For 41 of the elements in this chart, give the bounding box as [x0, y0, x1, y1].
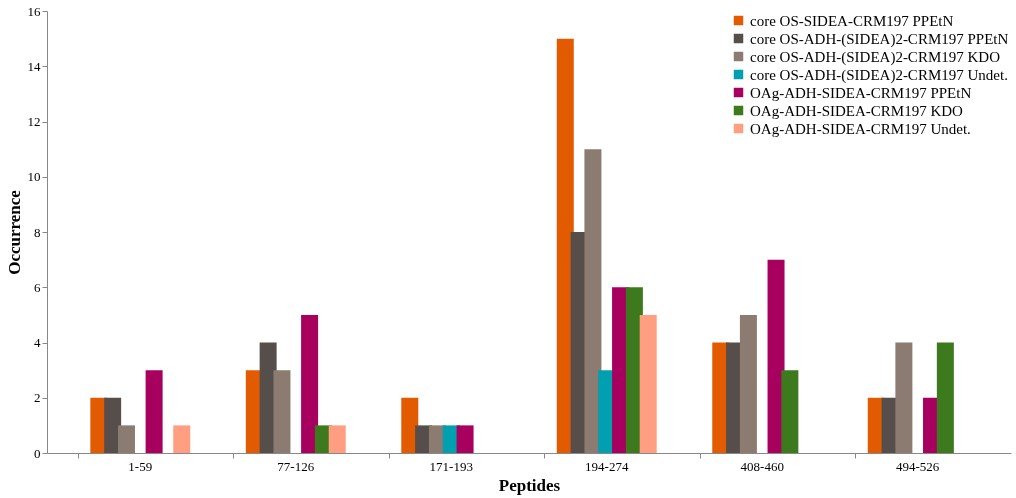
x-tick-label: 77-126 [277, 458, 315, 474]
bar [584, 149, 602, 453]
legend-label: OAg-ADH-SIDEA-CRM197 KDO [750, 102, 964, 119]
bar [895, 342, 913, 453]
x-tick-label: 494-526 [896, 458, 940, 474]
bar [639, 314, 657, 453]
bar [301, 314, 319, 453]
bar [145, 370, 163, 453]
x-tick-label: 1-59 [128, 458, 153, 474]
bar [456, 425, 474, 453]
legend-label: OAg-ADH-SIDEA-CRM197 PPEtN [750, 84, 972, 101]
y-tick-label: 14 [27, 58, 41, 74]
x-tick-label: 171-193 [429, 458, 473, 474]
y-tick-label: 0 [34, 445, 41, 461]
legend-label: OAg-ADH-SIDEA-CRM197 Undet. [750, 120, 971, 137]
x-tick-label: 194-274 [585, 458, 629, 474]
bar [767, 259, 785, 453]
bar [781, 370, 799, 453]
x-tick-label: 408-460 [740, 458, 784, 474]
x-axis-title: Peptides [498, 475, 561, 495]
y-tick-label: 4 [34, 335, 41, 350]
bar [273, 370, 291, 453]
y-tick-label: 6 [34, 279, 41, 295]
bar [104, 397, 122, 453]
legend-label: core OS-ADH-(SIDEA)2-CRM197 PPEtN [750, 30, 1009, 48]
bar [401, 397, 419, 453]
legend-label: core OS-ADH-(SIDEA)2-CRM197 KDO [750, 48, 1001, 66]
y-tick-label: 8 [34, 224, 41, 240]
y-tick-label: 2 [34, 390, 41, 406]
bar [936, 342, 954, 453]
y-axis-title: Occurrence [4, 189, 24, 275]
y-tick-label: 12 [27, 114, 41, 129]
y-tick-label: 10 [27, 169, 41, 185]
bar [328, 425, 346, 453]
bar [173, 425, 191, 453]
bar [117, 425, 135, 453]
legend-label: core OS-SIDEA-CRM197 PPEtN [750, 12, 954, 29]
legend-label: core OS-ADH-(SIDEA)2-CRM197 Undet. [750, 66, 1008, 84]
bar [739, 314, 757, 453]
y-tick-label: 16 [27, 3, 41, 19]
bar [556, 38, 574, 453]
